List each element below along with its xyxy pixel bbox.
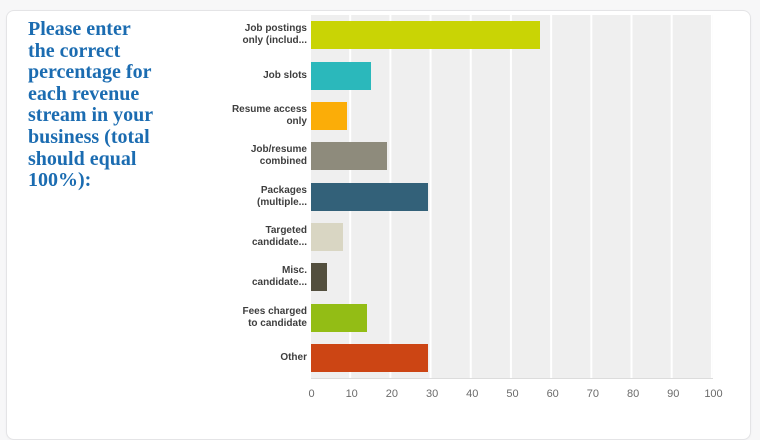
chart-bar (311, 182, 428, 211)
x-tick-label: 30 (425, 388, 439, 400)
category-label: Fees charged to candidate (242, 305, 307, 329)
x-tick-label: 60 (546, 388, 559, 400)
chart-bar (311, 61, 372, 90)
x-tick-label: 0 (308, 388, 315, 400)
x-tick-label: 20 (385, 388, 399, 400)
x-tick-label: 80 (626, 388, 640, 400)
category-label: Job slots (263, 69, 307, 81)
plot-area (311, 15, 713, 379)
chart-bar (311, 142, 388, 171)
category-label: Packages (multiple... (257, 184, 307, 208)
chart-bar (311, 263, 328, 292)
bar-chart: 0 10 20 30 40 50 60 70 80 90 100 Job postings only… (7, 11, 752, 429)
chart-bar (311, 21, 541, 50)
category-label: Other (280, 351, 307, 363)
x-tick-label: 50 (506, 388, 519, 400)
category-label: Targeted candidate... (251, 224, 307, 248)
x-tick-label: 70 (586, 388, 600, 400)
chart-bar (311, 222, 344, 251)
category-label: Job/resume combined (250, 144, 307, 168)
x-tick-label: 90 (667, 388, 680, 400)
survey-question-card: Please enter the correct percentage for … (6, 10, 751, 440)
x-tick-label: 40 (466, 388, 479, 400)
chart-bar (311, 303, 368, 332)
x-tick-label: 100 (704, 388, 723, 400)
x-tick-label: 10 (345, 388, 358, 400)
category-label: Resume access only (231, 103, 307, 127)
category-label: Job postings only (includ... (242, 23, 307, 47)
question-text: Please enter the correct percentage for … (28, 18, 154, 192)
chart-bar (311, 101, 348, 130)
category-label: Misc. candidate... (251, 265, 307, 289)
chart-bar (311, 343, 428, 372)
